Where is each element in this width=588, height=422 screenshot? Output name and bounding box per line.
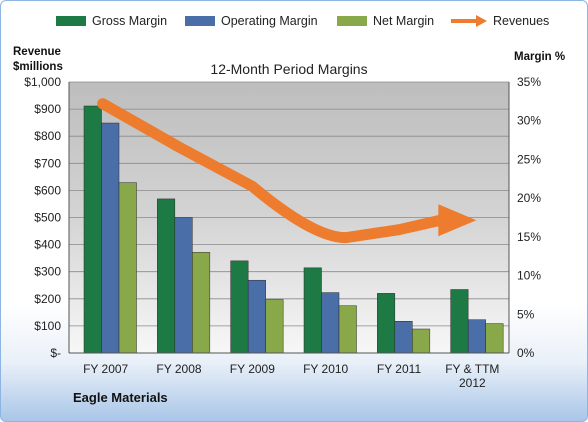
legend-swatch-net-margin — [337, 16, 367, 26]
left-tick-label: $600 — [34, 183, 61, 197]
legend-label-revenues: Revenues — [493, 14, 550, 28]
right-tick-label: 10% — [517, 269, 541, 283]
x-tick-label: FY 2008 — [156, 362, 201, 376]
bar-gross-margin — [230, 260, 249, 354]
bar-net-margin — [412, 328, 431, 354]
left-tick-label: $500 — [34, 211, 61, 225]
x-tick-label: FY & TTM 2012 — [445, 362, 499, 390]
left-tick-label: $700 — [34, 156, 61, 170]
left-tick-label: $400 — [34, 238, 61, 252]
left-tick-label: $- — [50, 346, 61, 360]
right-axis-title: Margin % — [514, 51, 566, 63]
legend-label-operating-margin: Operating Margin — [221, 14, 318, 28]
bar-net-margin — [338, 305, 357, 354]
left-tick-label: $900 — [34, 102, 61, 116]
bar-gross-margin — [303, 267, 322, 354]
legend-item-net-margin: Net Margin — [337, 11, 434, 31]
right-tick-label: 25% — [517, 152, 541, 166]
bar-net-margin — [265, 299, 284, 354]
bar-net-margin — [192, 252, 211, 354]
left-axis-title-line2: $millions — [13, 61, 63, 73]
legend-swatch-gross-margin — [56, 16, 86, 26]
bar-operating-margin — [394, 321, 413, 354]
x-tick-label: FY 2010 — [303, 362, 348, 376]
bar-operating-margin — [174, 217, 193, 354]
legend-item-operating-margin: Operating Margin — [185, 11, 318, 31]
bar-gross-margin — [157, 198, 176, 354]
right-tick-label: 5% — [517, 307, 535, 321]
left-axis-title: Revenue $millions — [13, 45, 63, 75]
bar-net-margin — [118, 182, 137, 354]
legend-label-net-margin: Net Margin — [373, 14, 435, 28]
right-tick-label: 35% — [517, 75, 541, 89]
bar-operating-margin — [467, 319, 486, 354]
legend-item-gross-margin: Gross Margin — [56, 11, 167, 31]
bar-gross-margin — [83, 105, 102, 354]
bar-net-margin — [485, 323, 504, 354]
legend-arrow-revenues — [451, 15, 487, 27]
right-tick-label: 0% — [517, 346, 535, 360]
bar-operating-margin — [101, 122, 120, 354]
right-tick-label: 20% — [517, 191, 541, 205]
x-tick-label: FY 2007 — [83, 362, 128, 376]
left-tick-label: $300 — [34, 265, 61, 279]
bar-gross-margin — [450, 289, 469, 354]
bar-operating-margin — [321, 292, 340, 354]
right-tick-label: 15% — [517, 230, 541, 244]
bar-gross-margin — [377, 293, 396, 354]
right-tick-label: 30% — [517, 114, 541, 128]
legend-item-revenues: Revenues — [449, 11, 549, 31]
x-tick-label: FY 2009 — [230, 362, 275, 376]
x-tick-label: FY 2011 — [377, 362, 422, 376]
bar-operating-margin — [247, 279, 266, 354]
revenue-arrowhead — [438, 204, 477, 237]
legend: Gross Margin Operating Margin Net Margin… — [1, 11, 587, 31]
left-tick-label: $200 — [34, 292, 61, 306]
revenue-line — [97, 98, 446, 244]
chart-title: 12-Month Period Margins — [210, 61, 367, 77]
left-axis-title-line1: Revenue — [13, 46, 61, 58]
legend-swatch-operating-margin — [185, 16, 215, 26]
company-name: Eagle Materials — [73, 390, 168, 405]
legend-label-gross-margin: Gross Margin — [92, 14, 168, 28]
left-tick-label: $100 — [34, 319, 61, 333]
left-tick-label: $800 — [34, 129, 61, 143]
left-tick-label: $1,000 — [24, 75, 61, 89]
